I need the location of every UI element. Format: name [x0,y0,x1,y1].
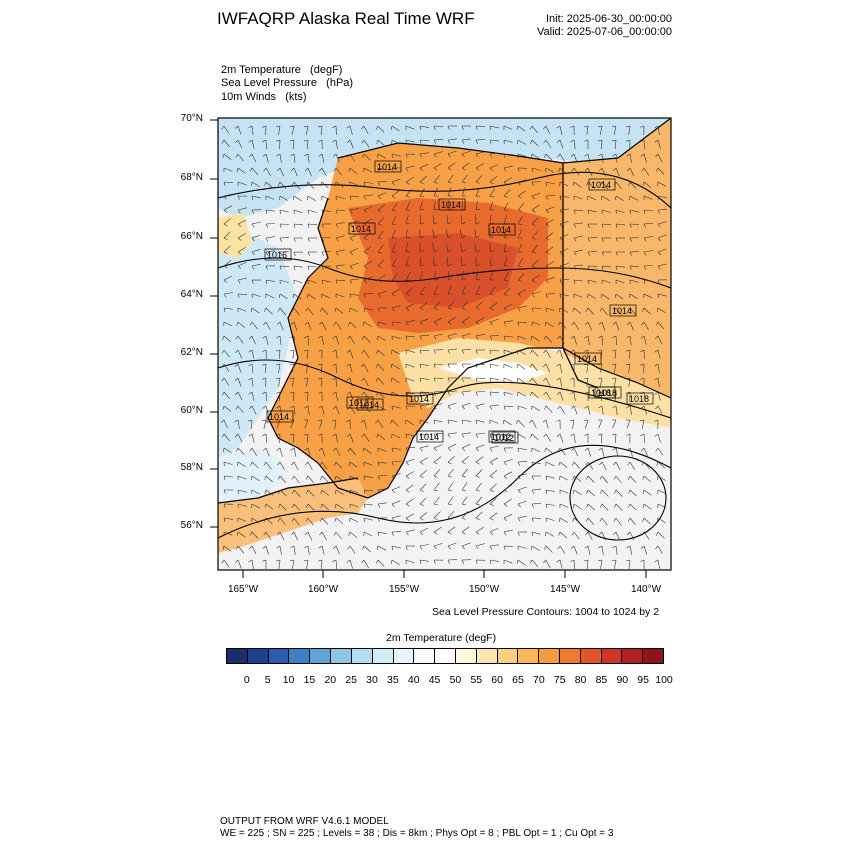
map-panel: 1014 1014 1014 1014 1014 1016 1014 1014 1014 1012… [218,118,671,570]
lon-label: 140°W [630,584,662,595]
lat-label: 58°N [180,462,203,473]
lon-label: 155°W [388,584,420,595]
colorbar-label: 100 [655,674,673,686]
colorbar-box [268,649,290,663]
lon-label: 165°W [227,584,259,595]
colorbar-title: 2m Temperature (degF) [386,632,497,644]
colorbar-box [310,649,332,663]
colorbar-label: 45 [428,674,441,686]
lat-label: 60°N [180,405,203,416]
svg-text:1014: 1014 [441,200,461,210]
colorbar-box [643,649,664,663]
footer-config-line: WE = 225 ; SN = 225 ; Levels = 38 ; Dis … [220,828,614,839]
colorbar-box [247,649,269,663]
lat-label: 70°N [180,113,203,124]
colorbar-label: 75 [553,674,566,686]
lat-label: 56°N [180,520,203,531]
colorbar-box [372,649,394,663]
lon-label: 160°W [307,584,339,595]
colorbar-label: 85 [595,674,608,686]
colorbar-box [497,649,519,663]
lat-label: 66°N [180,231,203,242]
colorbar-box [351,649,373,663]
field-label-winds: 10m Winds (kts) [221,91,307,103]
lat-label: 62°N [180,347,203,358]
colorbar-box [435,649,456,663]
svg-text:1014: 1014 [491,225,511,235]
lat-label: 68°N [180,172,203,183]
svg-text:1014: 1014 [269,412,289,422]
colorbar-box [414,649,436,663]
map-canvas: 1014 1014 1014 1014 1014 1016 1014 1014 1014 1012… [218,118,671,570]
map-title: IWFAQRP Alaska Real Time WRF [217,9,475,28]
footer-model-line: OUTPUT FROM WRF V4.6.1 MODEL [220,816,389,827]
svg-text:1016: 1016 [267,250,287,260]
colorbar-box [331,649,352,663]
svg-text:1012: 1012 [494,433,514,443]
colorbar-label: 80 [574,674,587,686]
colorbar-label: 55 [470,674,483,686]
init-time: Init: 2025-06-30_00:00:00 [546,13,672,25]
colorbar-label: 15 [303,674,316,686]
colorbar-label: 95 [637,674,649,686]
colorbar-box [622,649,644,663]
colorbar-box [476,649,498,663]
colorbar-label: 0 [243,674,250,686]
svg-text:1014: 1014 [612,306,632,316]
valid-time: Valid: 2025-07-06_00:00:00 [537,26,672,38]
colorbar-label: 40 [407,674,420,686]
lat-label: 64°N [180,289,203,300]
svg-text:1018: 1018 [597,388,617,398]
svg-text:1014: 1014 [409,394,429,404]
colorbar-box [539,649,560,663]
colorbar-label: 60 [491,674,503,686]
svg-text:1014: 1014 [591,180,611,190]
colorbar-label: 25 [345,674,357,686]
colorbar-box [560,649,581,663]
svg-text:1014: 1014 [577,354,597,364]
colorbar-box [289,649,311,663]
colorbar-box [518,649,540,663]
lon-label: 150°W [468,584,500,595]
svg-text:1014: 1014 [351,224,371,234]
colorbar-label: 10 [282,674,295,686]
svg-text:1012: 1012 [349,398,369,408]
svg-text:1014: 1014 [377,162,397,172]
colorbar [226,648,664,664]
colorbar-box [455,649,477,663]
field-label-temperature: 2m Temperature (degF) [221,64,343,76]
colorbar-label: 35 [387,674,399,686]
svg-text:1018: 1018 [629,394,649,404]
field-label-pressure: Sea Level Pressure (hPa) [221,77,354,89]
colorbar-box [227,649,248,663]
colorbar-label: 65 [512,674,524,686]
lon-label: 145°W [549,584,581,595]
colorbar-box [601,649,623,663]
colorbar-box [580,649,602,663]
colorbar-label: 50 [449,674,462,686]
contour-note: Sea Level Pressure Contours: 1004 to 102… [432,606,660,618]
colorbar-box [393,649,415,663]
svg-text:1014: 1014 [419,432,439,442]
colorbar-label: 70 [533,674,545,686]
colorbar-label: 5 [264,674,271,686]
colorbar-label: 30 [366,674,378,686]
colorbar-label: 90 [616,674,629,686]
colorbar-label: 20 [324,674,337,686]
